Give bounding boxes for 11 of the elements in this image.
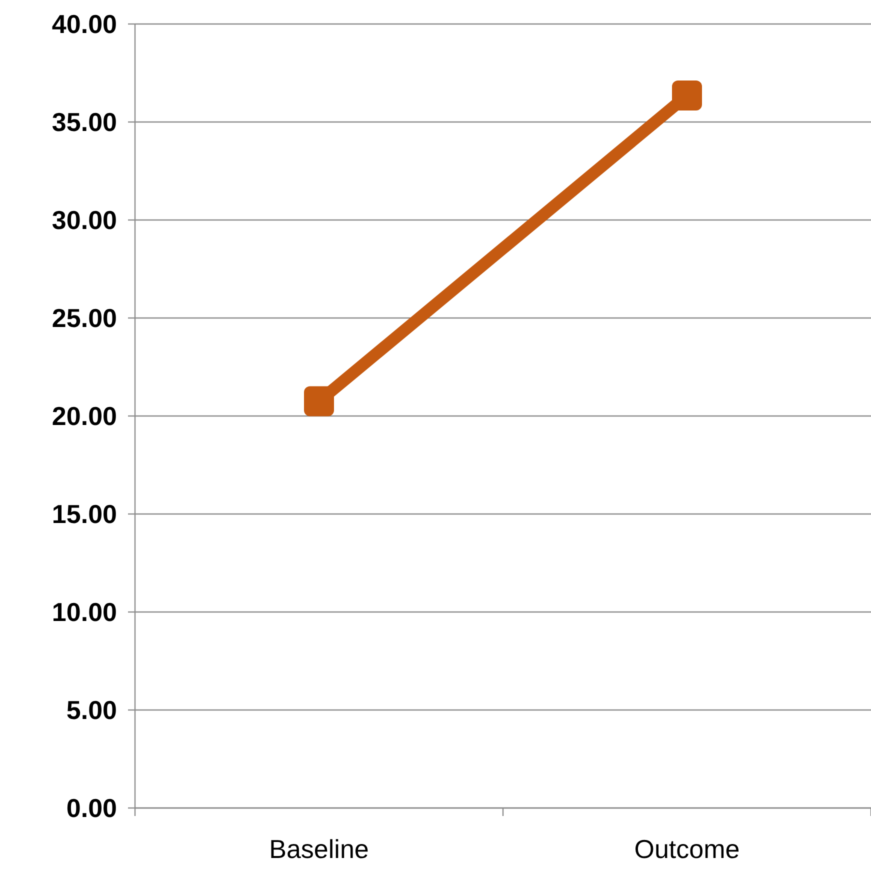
y-tick-label: 10.00	[52, 597, 117, 628]
x-tick-label: Baseline	[269, 834, 369, 864]
y-tick-label: 20.00	[52, 401, 117, 432]
y-tick-label: 25.00	[52, 303, 117, 334]
y-tick-label: 35.00	[52, 107, 117, 138]
y-tick-label: 5.00	[66, 695, 117, 726]
y-tick-label: 0.00	[66, 793, 117, 824]
y-tick-label: 40.00	[52, 9, 117, 40]
y-tick-label: 15.00	[52, 499, 117, 530]
y-tick-label: 30.00	[52, 205, 117, 236]
x-tick-label: Outcome	[634, 834, 740, 864]
